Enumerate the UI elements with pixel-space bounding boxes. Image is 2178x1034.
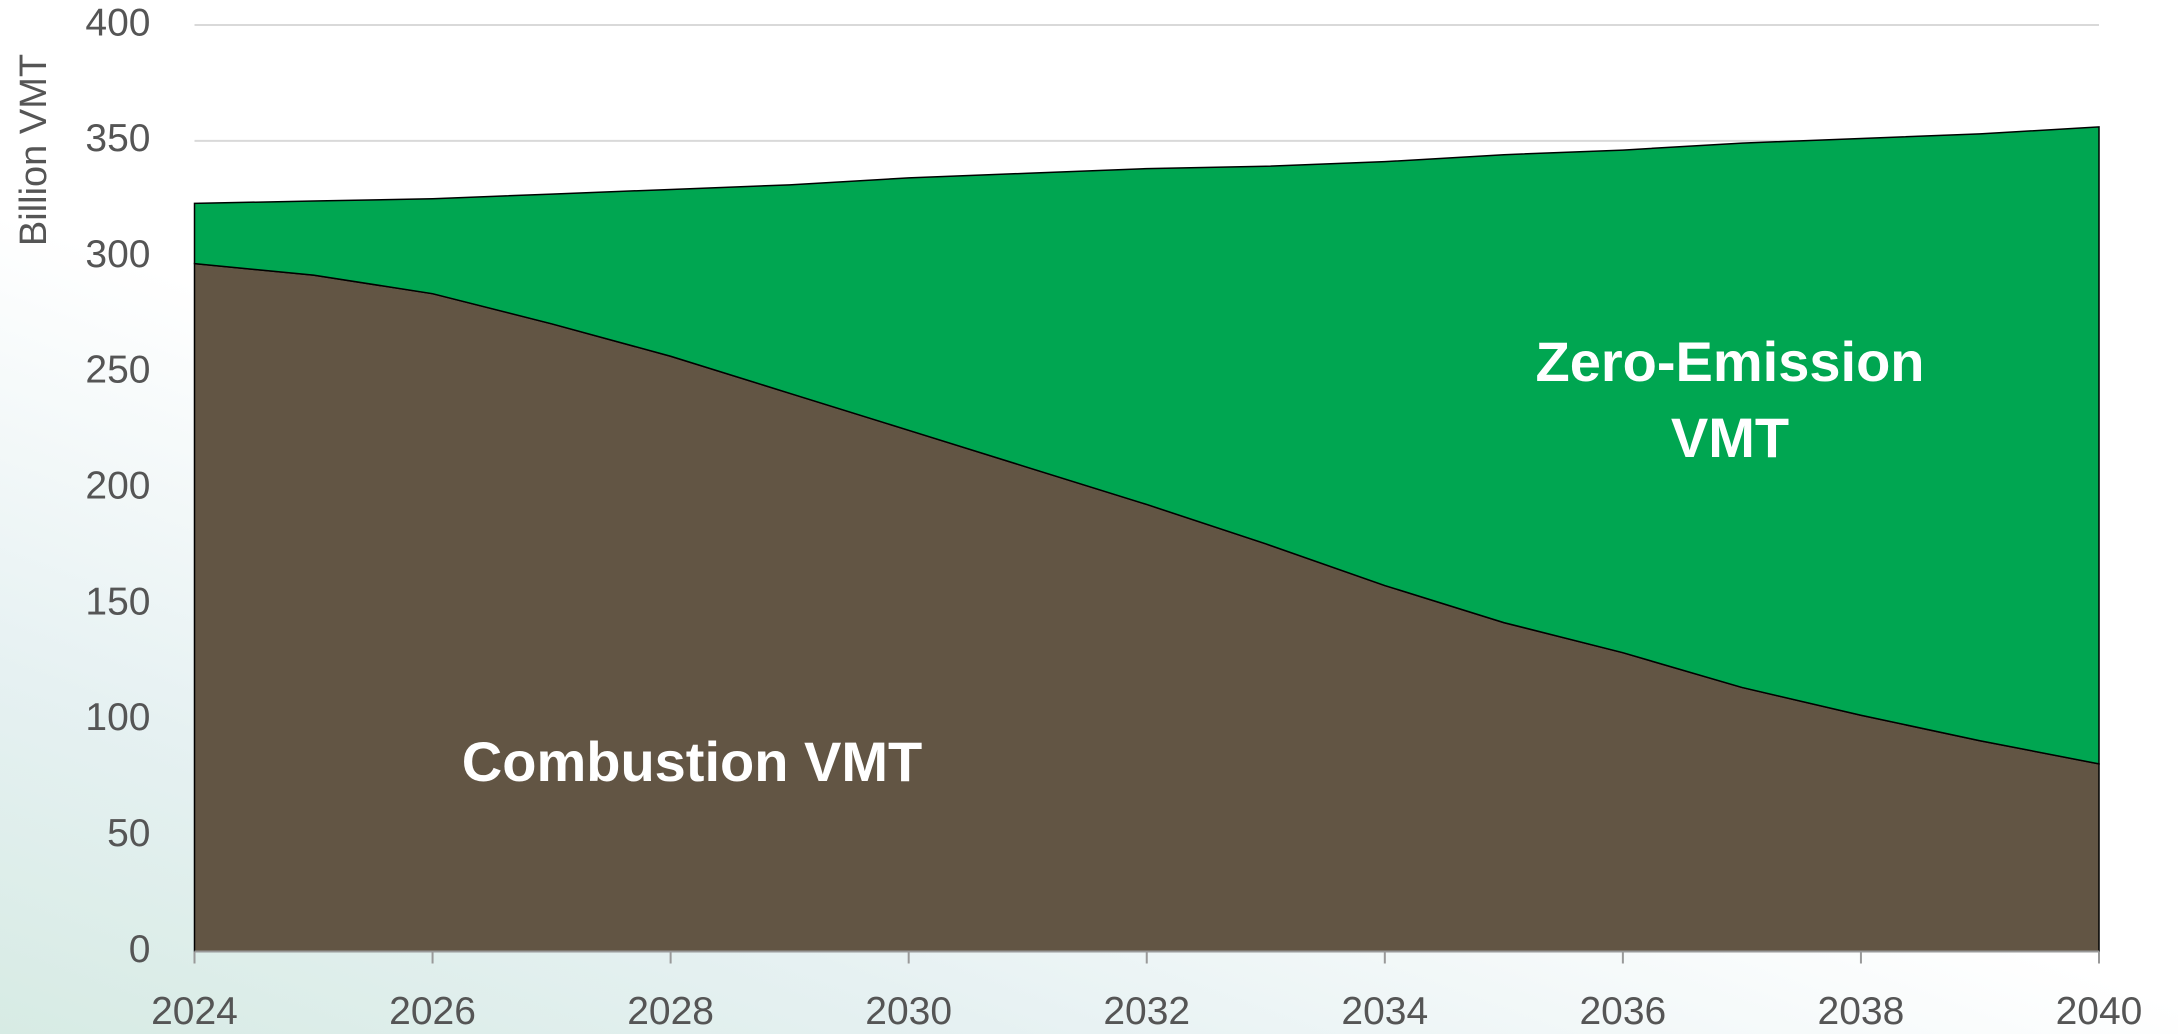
x-tick-label: 2038 bbox=[1818, 990, 1905, 1033]
y-tick-label: 300 bbox=[85, 233, 150, 276]
x-tick-label: 2040 bbox=[2056, 990, 2143, 1033]
y-tick-label: 50 bbox=[107, 812, 150, 855]
x-tick-label: 2028 bbox=[627, 990, 714, 1033]
combustion-label: Combustion VMT bbox=[461, 730, 923, 793]
y-tick-label: 200 bbox=[85, 465, 150, 508]
x-tick-label: 2026 bbox=[389, 990, 476, 1033]
area bbox=[193, 126, 2100, 765]
zero-emission-label: Zero-Emission VMT bbox=[1535, 330, 1925, 469]
y-axis-title: Billion VMT bbox=[13, 54, 55, 246]
y-tick-label: 350 bbox=[85, 117, 150, 160]
x-tick-label: 2036 bbox=[1579, 990, 1666, 1033]
x-tick-label: 2032 bbox=[1103, 990, 1190, 1033]
y-tick-label: 0 bbox=[129, 928, 151, 971]
x-tick-label: 2024 bbox=[151, 990, 238, 1033]
x-tick-label: 2034 bbox=[1341, 990, 1428, 1033]
y-tick-label: 100 bbox=[85, 696, 150, 739]
y-tick-label: 400 bbox=[85, 1, 150, 44]
y-tick-label: 250 bbox=[85, 349, 150, 392]
y-tick-label: 150 bbox=[85, 580, 150, 623]
x-tick-label: 2030 bbox=[865, 990, 952, 1033]
